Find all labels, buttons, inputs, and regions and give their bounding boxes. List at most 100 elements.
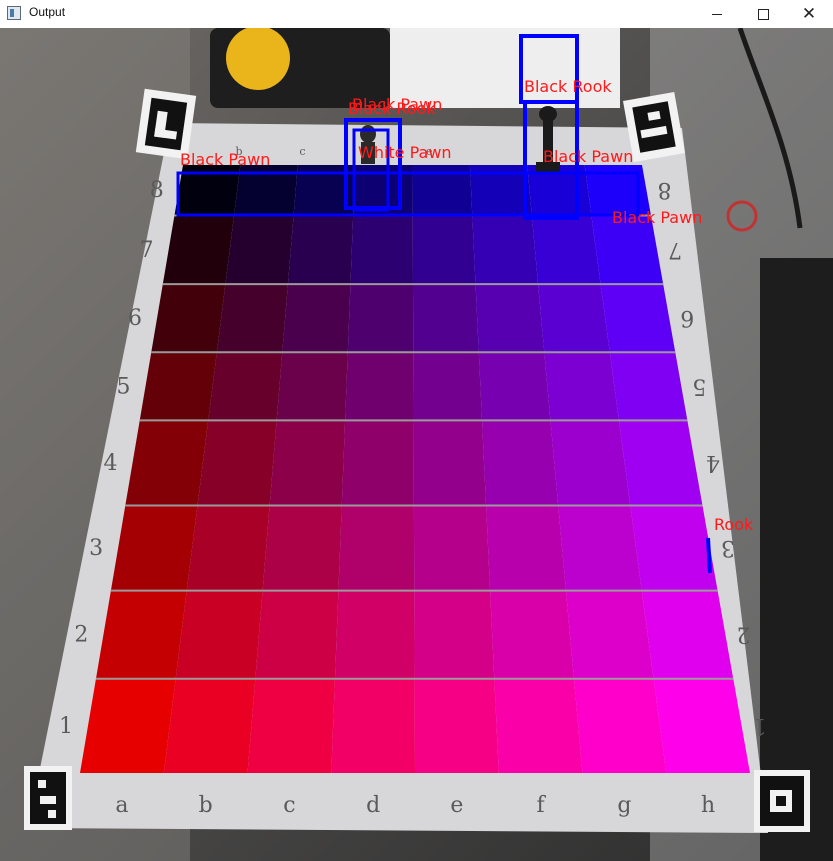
board-square	[413, 505, 491, 591]
minimize-icon	[712, 13, 722, 15]
board-square	[538, 284, 610, 353]
chess-piece-black-rook	[536, 106, 560, 172]
rank-label-right: 4	[706, 450, 720, 475]
rank-label-left: 2	[74, 623, 88, 648]
board-square	[609, 352, 688, 421]
board-square	[353, 165, 413, 216]
detection-box	[706, 537, 712, 574]
board-square	[208, 352, 283, 421]
rank-label-left: 3	[89, 536, 103, 561]
rank-labels: 8 8 7 7 6 6 5 5 4 4 3 3 2 2 1 1	[59, 177, 767, 739]
board-square	[234, 165, 298, 216]
file-label: b	[199, 793, 213, 818]
board-square	[494, 678, 583, 773]
board-square	[472, 215, 539, 285]
board-square	[531, 215, 601, 285]
board-square	[469, 165, 532, 216]
board-square	[269, 420, 346, 506]
board-square	[216, 284, 288, 353]
rank-label-right: 7	[668, 237, 682, 262]
rank-label-right: 1	[753, 713, 767, 738]
board-square	[413, 420, 487, 506]
board-square	[544, 352, 619, 421]
board-square	[341, 420, 414, 506]
board-square	[475, 284, 545, 353]
detection-label: Black Pawn	[180, 150, 270, 169]
background-sticker	[226, 28, 290, 90]
board-square	[139, 352, 217, 421]
board-square	[95, 590, 187, 679]
detection-label: Black Pawn	[612, 208, 702, 227]
rank-label-left: 7	[140, 238, 154, 263]
window-title: Output	[29, 5, 66, 19]
board-square	[151, 284, 226, 353]
board-square	[478, 352, 551, 421]
board-square	[110, 505, 198, 591]
board-square	[414, 590, 495, 679]
detection-box	[176, 171, 640, 217]
title-bar[interactable]: Output ✕	[0, 0, 833, 29]
board-square	[162, 215, 235, 285]
board-square	[653, 678, 750, 773]
aruco-marker-icon	[24, 766, 72, 830]
board-square	[331, 678, 415, 773]
background-cable	[737, 28, 803, 229]
detection-box	[344, 118, 402, 210]
board-square	[618, 420, 703, 506]
rank-label-left: 5	[117, 374, 131, 399]
top-file-label: b	[236, 145, 243, 158]
close-button[interactable]: ✕	[786, 0, 832, 28]
file-label: e	[450, 793, 463, 818]
board-square	[414, 678, 499, 773]
board-square	[600, 284, 676, 353]
detection-box	[352, 128, 390, 212]
background-device	[760, 258, 833, 861]
window-app-icon	[7, 6, 21, 20]
maximize-button[interactable]	[740, 0, 786, 28]
detection-box	[523, 100, 579, 220]
file-label: d	[366, 793, 380, 818]
rank-label-right: 5	[692, 373, 706, 398]
board-square	[641, 590, 734, 679]
board-square	[490, 590, 574, 679]
file-label: f	[537, 793, 547, 818]
top-file-label: e	[426, 145, 433, 158]
board-square	[347, 284, 414, 353]
board-square	[80, 678, 176, 773]
board-square	[276, 352, 348, 421]
file-label: a	[115, 793, 128, 818]
board-square	[350, 215, 413, 285]
maximize-icon	[757, 8, 769, 20]
detection-label: Rook	[714, 515, 754, 534]
board-square	[262, 505, 342, 591]
rank-label-left: 8	[150, 178, 164, 203]
board-square	[225, 215, 294, 285]
board-image: a b c d e f g h b c d e 8 8 7 7 6 6 5 5 4 4 3 3 2 2 1 1	[0, 28, 833, 861]
board-square	[255, 590, 339, 679]
file-label: h	[701, 793, 715, 818]
board-square	[573, 678, 667, 773]
aruco-marker-icon	[754, 770, 810, 832]
board-square	[591, 215, 664, 285]
rank-label-right: 3	[721, 535, 735, 560]
board-square	[163, 678, 256, 773]
rank-label-left: 1	[59, 714, 73, 739]
minimize-button[interactable]	[694, 0, 740, 28]
file-label: c	[283, 793, 295, 818]
board-square	[412, 284, 479, 353]
close-icon: ✕	[801, 3, 817, 24]
board-square	[125, 420, 209, 506]
board-square	[482, 420, 559, 506]
board-square	[282, 284, 351, 353]
background-paper	[390, 28, 620, 108]
board-square	[558, 505, 642, 591]
board-square	[412, 215, 476, 285]
board-square	[565, 590, 654, 679]
board-square	[412, 165, 473, 216]
board-square	[174, 165, 241, 216]
detection-label: Black Rook	[524, 77, 612, 96]
board-square	[247, 678, 335, 773]
rank-label-left: 4	[104, 451, 118, 476]
board-square	[413, 352, 483, 421]
